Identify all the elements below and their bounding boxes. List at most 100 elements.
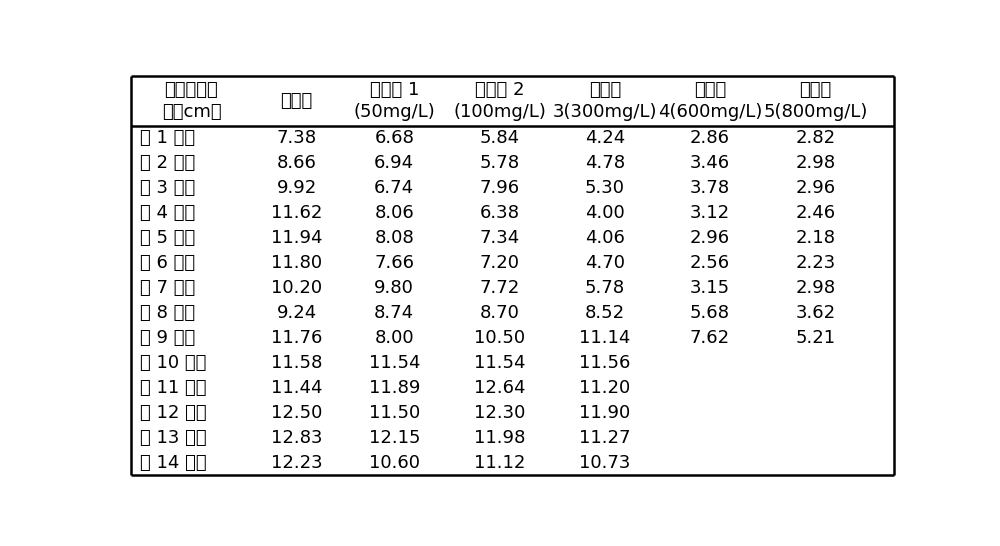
Text: 2.98: 2.98 [795, 155, 835, 173]
Text: 11.20: 11.20 [579, 379, 630, 397]
Text: 10.50: 10.50 [474, 329, 525, 347]
Text: 2.18: 2.18 [795, 229, 835, 247]
Text: 2.56: 2.56 [690, 254, 730, 272]
Text: 5(800mg/L): 5(800mg/L) [763, 103, 867, 121]
Text: 2.96: 2.96 [690, 229, 730, 247]
Text: 3.12: 3.12 [690, 204, 730, 222]
Text: 4.00: 4.00 [585, 204, 625, 222]
Text: 7.62: 7.62 [690, 329, 730, 347]
Text: 倒 14 果枝: 倒 14 果枝 [140, 454, 207, 472]
Text: 11.12: 11.12 [474, 454, 525, 472]
Text: 倒 11 果枝: 倒 11 果枝 [140, 379, 207, 397]
Text: 3.15: 3.15 [690, 279, 730, 297]
Text: 11.80: 11.80 [271, 254, 322, 272]
Text: 倒 5 果枝: 倒 5 果枝 [140, 229, 196, 247]
Text: 5.30: 5.30 [585, 180, 625, 197]
Text: 倒 9 果枝: 倒 9 果枝 [140, 329, 196, 347]
Text: 2.96: 2.96 [795, 180, 835, 197]
Text: 8.70: 8.70 [480, 304, 519, 322]
Text: 3(300mg/L): 3(300mg/L) [553, 103, 657, 121]
Text: 11.54: 11.54 [474, 354, 525, 372]
Text: 3.62: 3.62 [795, 304, 835, 322]
Text: 倒 10 果枝: 倒 10 果枝 [140, 354, 207, 372]
Text: 实验组: 实验组 [799, 81, 831, 99]
Text: 11.62: 11.62 [271, 204, 322, 222]
Text: 9.92: 9.92 [277, 180, 317, 197]
Text: 11.58: 11.58 [271, 354, 322, 372]
Text: 对照组: 对照组 [281, 92, 313, 110]
Text: 2.23: 2.23 [795, 254, 835, 272]
Text: 11.56: 11.56 [579, 354, 630, 372]
Text: 12.83: 12.83 [271, 429, 322, 447]
Text: 7.20: 7.20 [480, 254, 520, 272]
Text: 2.86: 2.86 [690, 129, 730, 147]
Text: 7.96: 7.96 [479, 180, 520, 197]
Text: 实验组 1: 实验组 1 [370, 81, 419, 99]
Text: 7.38: 7.38 [277, 129, 317, 147]
Text: 倒 6 果枝: 倒 6 果枝 [140, 254, 196, 272]
Text: 7.34: 7.34 [479, 229, 520, 247]
Text: 12.23: 12.23 [271, 454, 322, 472]
Text: (100mg/L): (100mg/L) [453, 103, 546, 121]
Text: 12.50: 12.50 [271, 404, 322, 422]
Text: 8.52: 8.52 [585, 304, 625, 322]
Text: 5.68: 5.68 [690, 304, 730, 322]
Text: 6.38: 6.38 [480, 204, 520, 222]
Text: 11.76: 11.76 [271, 329, 322, 347]
Text: 10.60: 10.60 [369, 454, 420, 472]
Text: 2.82: 2.82 [795, 129, 835, 147]
Text: 倒 4 果枝: 倒 4 果枝 [140, 204, 196, 222]
Text: 8.08: 8.08 [374, 229, 414, 247]
Text: 9.80: 9.80 [374, 279, 414, 297]
Text: 11.27: 11.27 [579, 429, 631, 447]
Text: 8.00: 8.00 [374, 329, 414, 347]
Text: 倒 8 果枝: 倒 8 果枝 [140, 304, 196, 322]
Text: 5.78: 5.78 [585, 279, 625, 297]
Text: 倒 3 果枝: 倒 3 果枝 [140, 180, 196, 197]
Text: 4.24: 4.24 [585, 129, 625, 147]
Text: 4(600mg/L): 4(600mg/L) [658, 103, 762, 121]
Text: 10.73: 10.73 [579, 454, 630, 472]
Text: 2.46: 2.46 [795, 204, 835, 222]
Text: 5.84: 5.84 [479, 129, 520, 147]
Text: 倒 13 果枝: 倒 13 果枝 [140, 429, 207, 447]
Text: 倒 2 果枝: 倒 2 果枝 [140, 155, 196, 173]
Text: 11.50: 11.50 [369, 404, 420, 422]
Text: 11.94: 11.94 [271, 229, 322, 247]
Text: 12.30: 12.30 [474, 404, 525, 422]
Text: 4.06: 4.06 [585, 229, 625, 247]
Text: 倒 12 果枝: 倒 12 果枝 [140, 404, 207, 422]
Text: 5.21: 5.21 [795, 329, 835, 347]
Text: 6.94: 6.94 [374, 155, 414, 173]
Text: 11.14: 11.14 [579, 329, 630, 347]
Text: 2.98: 2.98 [795, 279, 835, 297]
Text: 7.66: 7.66 [374, 254, 414, 272]
Text: 12.15: 12.15 [369, 429, 420, 447]
Text: 11.89: 11.89 [369, 379, 420, 397]
Text: 10.20: 10.20 [271, 279, 322, 297]
Text: 4.70: 4.70 [585, 254, 625, 272]
Text: 3.78: 3.78 [690, 180, 730, 197]
Text: 倒 7 果枝: 倒 7 果枝 [140, 279, 196, 297]
Text: 度（cm）: 度（cm） [162, 103, 221, 121]
Text: 11.90: 11.90 [579, 404, 630, 422]
Text: 8.66: 8.66 [277, 155, 317, 173]
Text: 8.06: 8.06 [374, 204, 414, 222]
Text: 11.54: 11.54 [369, 354, 420, 372]
Text: (50mg/L): (50mg/L) [353, 103, 435, 121]
Text: 8.74: 8.74 [374, 304, 414, 322]
Text: 第一果节长: 第一果节长 [165, 81, 218, 99]
Text: 实验组: 实验组 [694, 81, 726, 99]
Text: 倒 1 果枝: 倒 1 果枝 [140, 129, 196, 147]
Text: 11.98: 11.98 [474, 429, 525, 447]
Text: 实验组 2: 实验组 2 [475, 81, 524, 99]
Text: 12.64: 12.64 [474, 379, 525, 397]
Text: 4.78: 4.78 [585, 155, 625, 173]
Text: 11.44: 11.44 [271, 379, 322, 397]
Text: 5.78: 5.78 [479, 155, 520, 173]
Text: 实验组: 实验组 [589, 81, 621, 99]
Text: 6.68: 6.68 [374, 129, 414, 147]
Text: 9.24: 9.24 [277, 304, 317, 322]
Text: 7.72: 7.72 [479, 279, 520, 297]
Text: 6.74: 6.74 [374, 180, 414, 197]
